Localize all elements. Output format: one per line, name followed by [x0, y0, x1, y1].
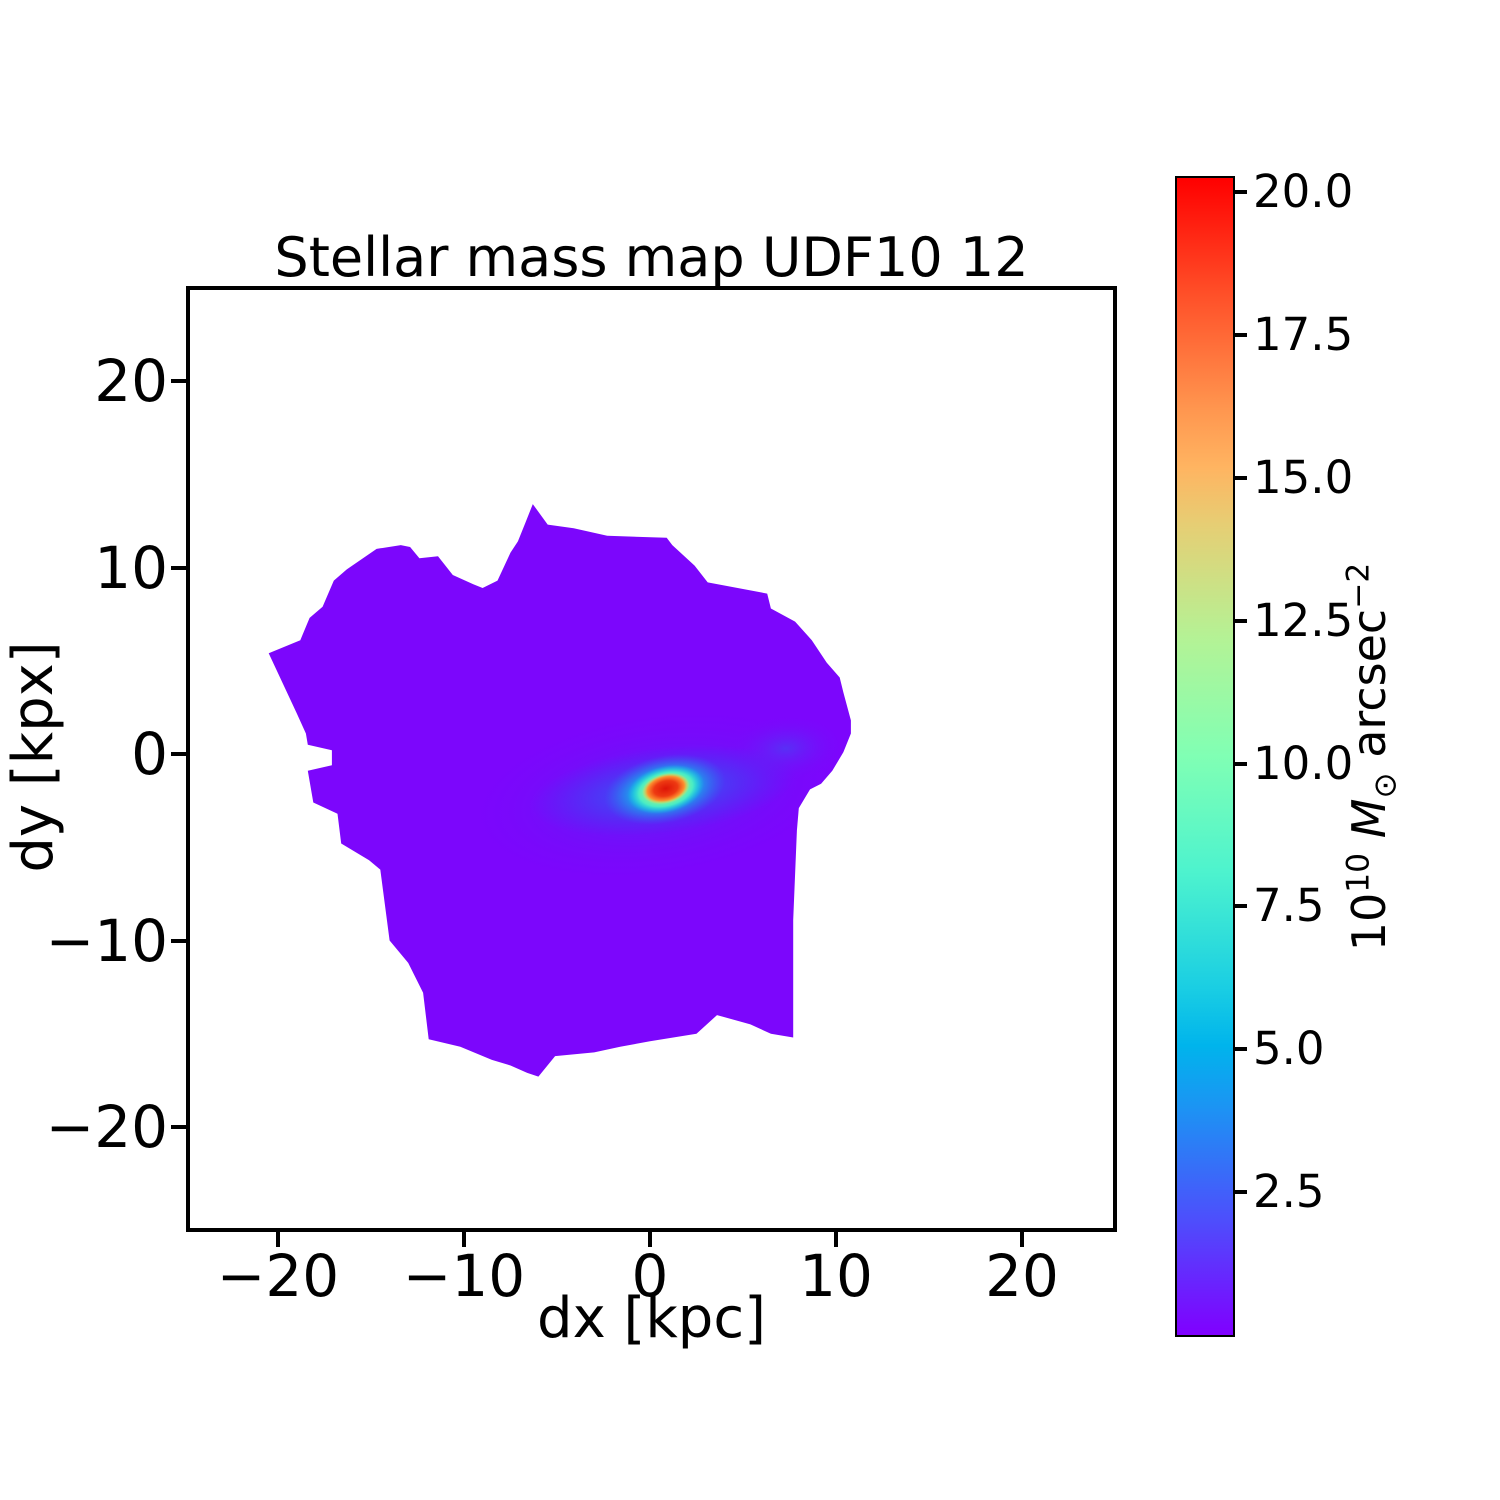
colorbar-tick-mark — [1235, 904, 1247, 909]
galaxy-glow-red-core — [642, 772, 690, 805]
colorbar-label: 1010 M⊙ arcsec−2 — [1333, 563, 1412, 952]
x-tick-mark — [834, 1232, 838, 1247]
colorbar-tick-label: 10.0 — [1253, 736, 1354, 790]
x-tick-mark — [276, 1232, 280, 1247]
colorbar-tick-mark — [1235, 333, 1247, 338]
y-tick-label: 20 — [94, 347, 168, 415]
x-tick-label: 10 — [799, 1242, 873, 1310]
y-tick-mark — [171, 938, 186, 943]
colorbar-tick-label: 2.5 — [1253, 1165, 1325, 1219]
y-tick-label: −20 — [45, 1093, 168, 1161]
colorbar-tick-label: 7.5 — [1253, 879, 1325, 933]
x-tick-label: −10 — [402, 1242, 526, 1310]
colorbar-label-segment — [1342, 838, 1396, 853]
x-axis-label: dx [kpc] — [537, 1286, 766, 1351]
x-tick-mark — [462, 1232, 466, 1247]
colorbar-tick-mark — [1235, 1047, 1247, 1052]
y-tick-mark — [171, 752, 186, 756]
y-tick-label: 10 — [94, 533, 168, 602]
plot-area — [186, 286, 1117, 1232]
x-tick-mark — [1020, 1232, 1024, 1247]
colorbar-tick-mark — [1235, 190, 1247, 195]
colorbar-tick-mark — [1235, 618, 1247, 623]
x-tick-label: −20 — [216, 1242, 340, 1310]
x-tick-label: 0 — [631, 1242, 669, 1310]
colorbar-label-segment: M — [1342, 798, 1397, 839]
chart-title: Stellar mass map UDF10 12 — [274, 226, 1029, 289]
y-tick-mark — [171, 565, 186, 570]
stellar-mass-heatmap — [268, 504, 851, 1077]
y-tick-mark — [171, 1125, 186, 1129]
colorbar-label-segment: ⊙ — [1367, 772, 1404, 799]
colorbar-tick-label: 20.0 — [1253, 165, 1354, 219]
y-tick-mark — [171, 379, 186, 383]
y-axis-label: dy [kpx] — [1, 641, 66, 873]
colorbar-tick-mark — [1235, 1190, 1247, 1195]
x-tick-label: 20 — [985, 1242, 1059, 1310]
colorbar-label-segment: −2 — [1340, 562, 1377, 609]
colorbar-label-segment: arcsec — [1342, 608, 1397, 773]
colorbar — [1175, 176, 1235, 1337]
colorbar-tick-label: 17.5 — [1253, 308, 1354, 362]
colorbar-tick-label: 5.0 — [1253, 1022, 1325, 1076]
colorbar-label-segment: 10 — [1340, 852, 1377, 893]
y-tick-label: 0 — [131, 720, 168, 788]
colorbar-tick-mark — [1235, 475, 1247, 480]
colorbar-tick-label: 15.0 — [1253, 450, 1354, 504]
colorbar-tick-label: 12.5 — [1253, 593, 1354, 647]
colorbar-tick-mark — [1235, 761, 1247, 766]
y-tick-label: −10 — [45, 906, 168, 975]
colorbar-label-segment: 10 — [1342, 892, 1397, 952]
x-tick-mark — [648, 1232, 652, 1247]
